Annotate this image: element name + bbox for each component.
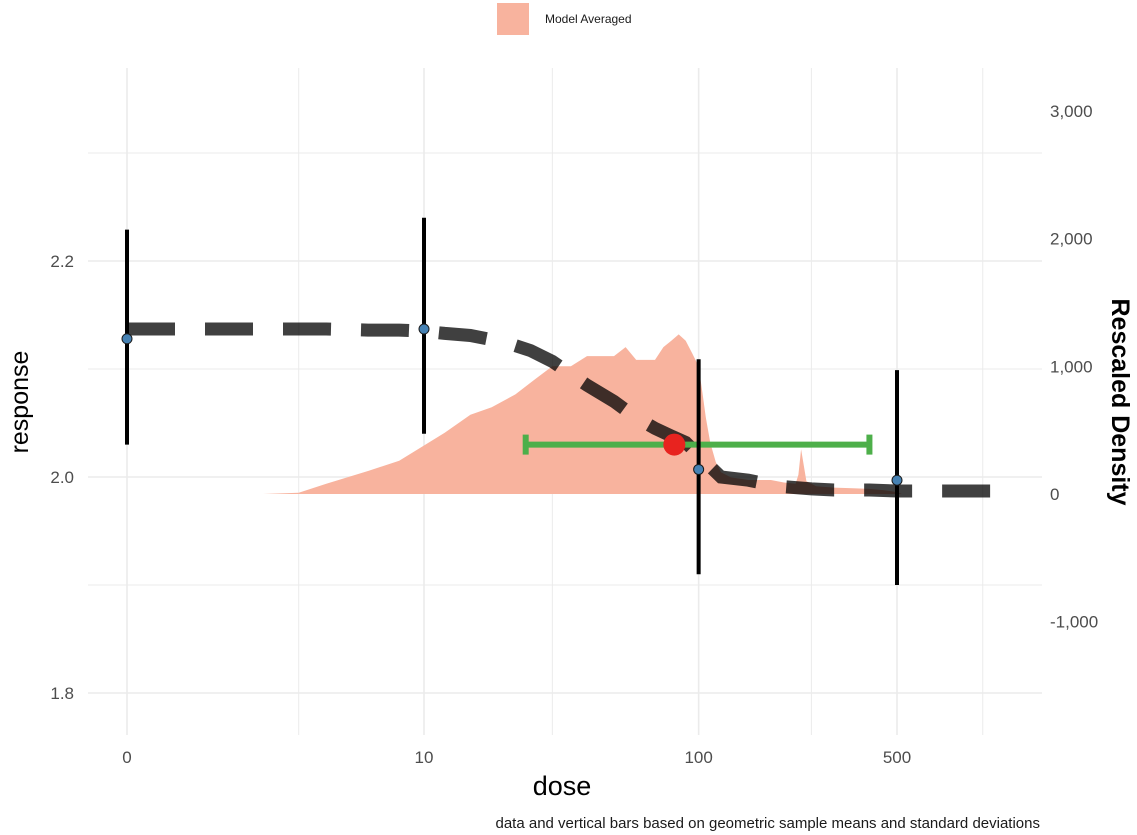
density-area [41,334,902,494]
legend-swatch-model-averaged [497,3,529,35]
bmd-point [663,433,686,456]
density-area-group [41,334,902,494]
y-tick-label-2: 2.2 [50,252,74,271]
observations-group [121,217,903,585]
axes-group: 0 10 100 500 1.8 2.0 2.2 -1,000 0 1,000 2,000 3,000 [50,102,1098,767]
data-point-1 [418,323,430,335]
x-tick-label-1: 10 [415,748,434,767]
y2-axis-title: Rescaled Density [1106,298,1134,505]
caption: data and vertical bars based on geometri… [496,815,1041,832]
y2-tick-label-1: 0 [1050,485,1059,504]
y2-tick-label-2: 1,000 [1050,357,1093,376]
x-tick-label-0: 0 [122,748,131,767]
data-point-0 [121,333,133,345]
legend-label-model-averaged: Model Averaged [545,12,632,26]
y2-tick-label-4: 3,000 [1050,102,1093,121]
y2-tick-label-0: -1,000 [1050,613,1098,632]
data-point-3 [891,474,903,486]
data-point-2 [693,463,705,475]
y-tick-label-1: 2.0 [50,468,74,487]
x-tick-label-3: 500 [883,748,911,767]
y2-tick-label-3: 2,000 [1050,230,1093,249]
legend: Model Averaged [497,3,632,35]
x-axis-title: dose [533,771,592,801]
y-tick-label-0: 1.8 [50,684,74,703]
y-axis-title: response [6,351,34,454]
x-tick-label-2: 100 [684,748,712,767]
model-curve-group [127,322,1006,498]
model-curve [127,322,1006,498]
